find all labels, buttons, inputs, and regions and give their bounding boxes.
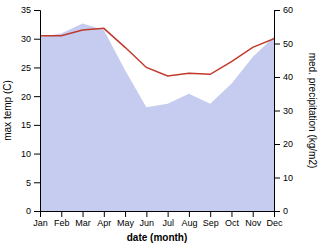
- tick-label: Mar: [75, 218, 91, 228]
- plot: JanFebMarAprMayJunJulAugSepOctNovDec0510…: [21, 5, 293, 228]
- tick: 10: [21, 149, 40, 159]
- tick: Sep: [203, 211, 219, 228]
- tick: 35: [21, 5, 40, 15]
- tick-mark: [189, 211, 190, 217]
- tick-mark: [125, 211, 126, 217]
- tick-label: Oct: [225, 218, 240, 228]
- tick: Nov: [245, 211, 262, 228]
- tick: Jan: [33, 211, 48, 228]
- tick-mark: [274, 77, 280, 78]
- y2-axis: 0 10 20 30 40 50 60: [274, 5, 293, 216]
- tick-mark: [146, 211, 147, 217]
- tick-label: 0: [283, 206, 288, 216]
- tick-mark: [168, 211, 169, 217]
- tick-mark: [34, 96, 40, 97]
- tick: 5: [26, 178, 40, 188]
- y2-axis-title: med. precipitation (kg/m2): [307, 53, 318, 169]
- tick-mark: [274, 178, 280, 179]
- tick-mark: [34, 10, 40, 11]
- tick: Aug: [181, 211, 197, 228]
- tick: 30: [21, 34, 40, 44]
- line: [40, 28, 274, 76]
- tick: Apr: [97, 211, 111, 228]
- tick-mark: [253, 211, 254, 217]
- tick: May: [117, 211, 135, 228]
- axis-line: [41, 212, 275, 218]
- tick-label: Feb: [54, 218, 70, 228]
- x-axis: Jan Feb Mar Apr May Jun Jul Aug Sep Oct Nov Dec: [33, 211, 283, 228]
- area: [40, 23, 274, 211]
- tick: 20: [21, 92, 40, 102]
- tick-label: 10: [21, 149, 31, 159]
- tick-label: 20: [21, 92, 31, 102]
- tick-label: 60: [283, 5, 293, 15]
- tick: 25: [21, 63, 40, 73]
- tick-mark: [274, 144, 280, 145]
- tick-mark: [34, 67, 40, 68]
- tick-label: Apr: [97, 218, 111, 228]
- tick-mark: [231, 211, 232, 217]
- tick-mark: [34, 154, 40, 155]
- tick-label: 5: [26, 178, 31, 188]
- marks: [40, 23, 274, 211]
- tick-label: 20: [283, 139, 293, 149]
- y-axis-title: max temp (C): [2, 80, 13, 141]
- tick: Jun: [140, 211, 155, 228]
- tick: Jul: [162, 211, 174, 228]
- tick-label: Aug: [181, 218, 197, 228]
- tick: 15: [21, 120, 40, 130]
- tick: 60: [274, 5, 293, 15]
- tick-label: Jun: [140, 218, 155, 228]
- tick: 40: [274, 72, 293, 82]
- tick-label: 25: [21, 63, 31, 73]
- tick: Oct: [225, 211, 240, 228]
- tick: Dec: [266, 211, 283, 228]
- tick-mark: [274, 111, 280, 112]
- tick: 30: [274, 106, 293, 116]
- tick-label: 50: [283, 39, 293, 49]
- tick-label: 10: [283, 173, 293, 183]
- tick-label: Jul: [162, 218, 174, 228]
- tick-label: Jan: [33, 218, 48, 228]
- axis-line: [275, 11, 281, 212]
- tick-mark: [34, 39, 40, 40]
- tick-mark: [274, 211, 280, 212]
- tick: 20: [274, 139, 293, 149]
- tick-label: 15: [21, 120, 31, 130]
- tick-mark: [210, 211, 211, 217]
- tick-mark: [83, 211, 84, 217]
- tick: Feb: [54, 211, 70, 228]
- tick: Mar: [75, 211, 91, 228]
- tick-mark: [34, 125, 40, 126]
- tick-mark: [61, 211, 62, 217]
- tick-mark: [274, 10, 280, 11]
- tick: 10: [274, 173, 293, 183]
- axis-line: [34, 11, 41, 212]
- x-axis-title: date (month): [127, 232, 188, 243]
- y-axis: 0 5 10 15 20 25 30 35: [21, 5, 41, 216]
- tick-label: Nov: [245, 218, 262, 228]
- chart: JanFebMarAprMayJunJulAugSepOctNovDec0510…: [0, 0, 318, 247]
- tick-label: 0: [26, 206, 31, 216]
- tick-label: 40: [283, 72, 293, 82]
- tick-mark: [34, 182, 40, 183]
- tick-label: Dec: [266, 218, 283, 228]
- tick-label: 35: [21, 5, 31, 15]
- tick-label: Sep: [203, 218, 219, 228]
- tick-label: May: [117, 218, 135, 228]
- tick-mark: [34, 211, 40, 212]
- tick: 0: [26, 206, 40, 216]
- tick-label: 30: [283, 106, 293, 116]
- tick-mark: [274, 44, 280, 45]
- tick: 50: [274, 39, 293, 49]
- tick-mark: [104, 211, 105, 217]
- tick: 0: [274, 206, 288, 216]
- tick-label: 30: [21, 34, 31, 44]
